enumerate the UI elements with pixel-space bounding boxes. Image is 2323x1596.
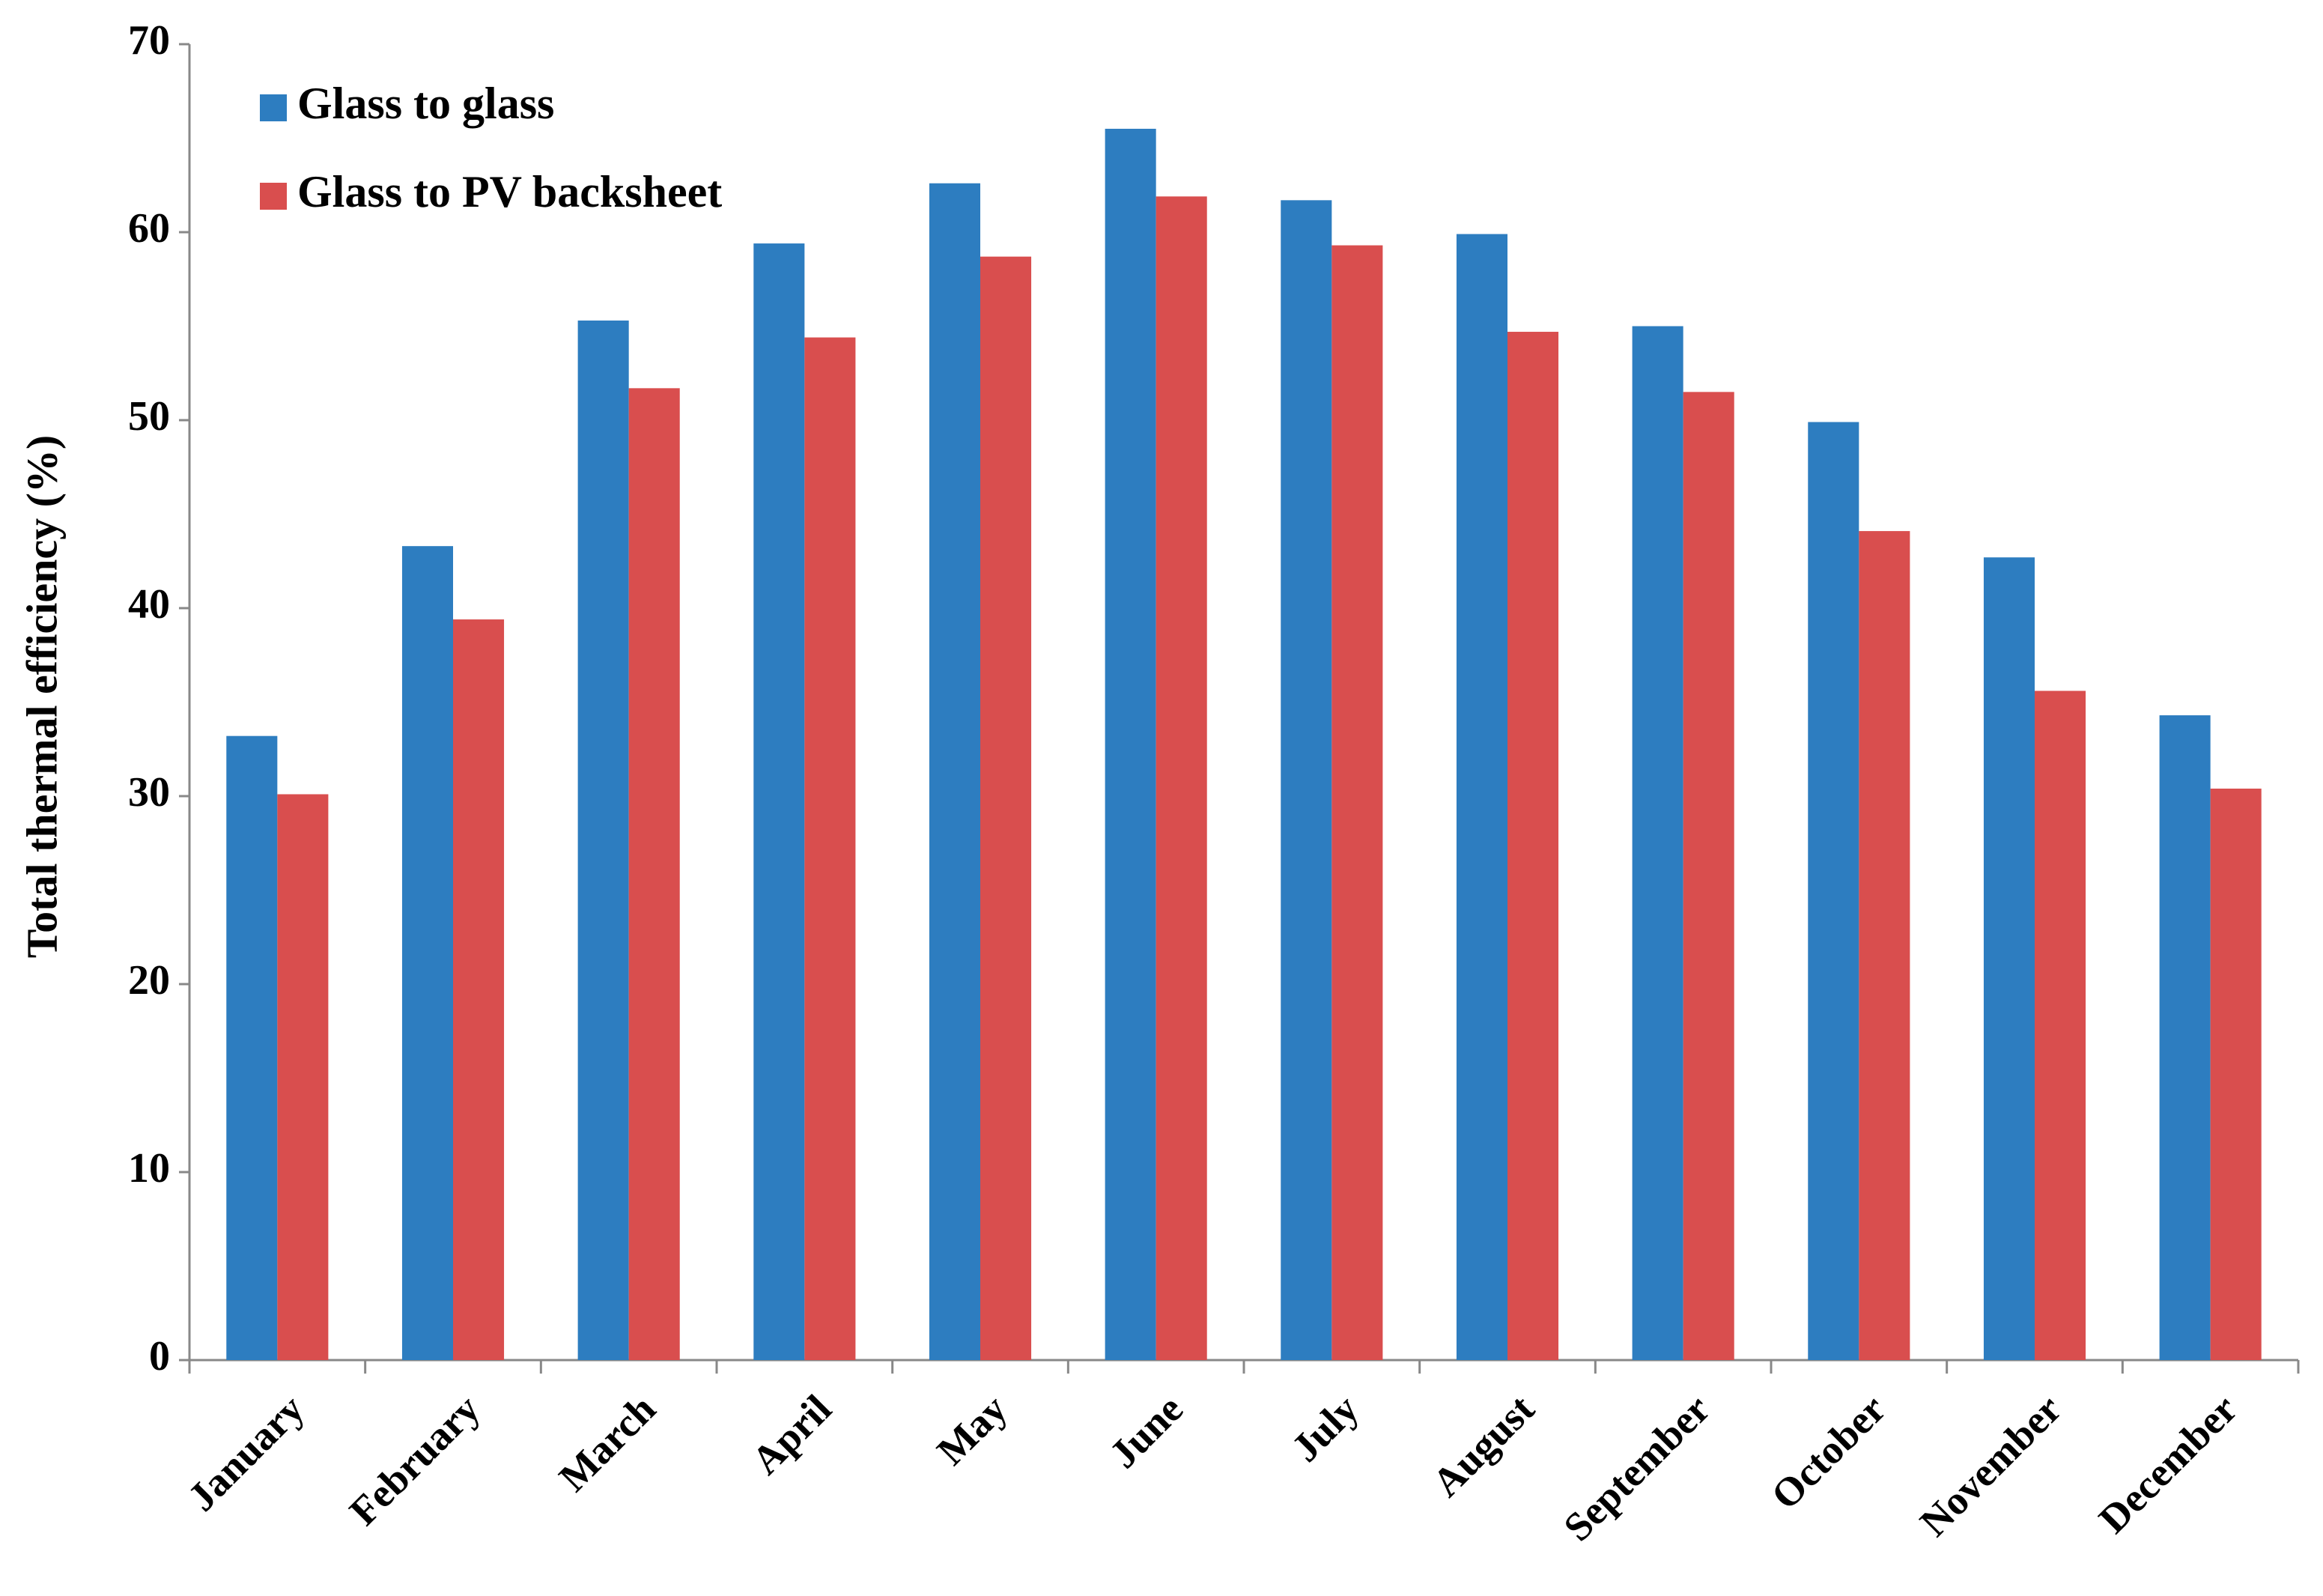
x-tick-label: January xyxy=(179,1386,312,1520)
bar xyxy=(226,735,278,1360)
y-tick-label: 20 xyxy=(128,957,170,1004)
x-tick-label: November xyxy=(1911,1386,2070,1545)
y-tick-label: 0 xyxy=(149,1333,170,1380)
x-tick-label: June xyxy=(1101,1386,1191,1477)
bar xyxy=(1983,557,2035,1360)
bar xyxy=(753,243,805,1360)
bar xyxy=(1632,326,1683,1360)
legend-swatch xyxy=(260,94,287,121)
bar xyxy=(980,256,1032,1360)
x-tick-label: May xyxy=(929,1386,1016,1474)
x-tick-label: October xyxy=(1763,1386,1895,1518)
y-tick-label: 40 xyxy=(128,581,170,628)
y-tick-label: 70 xyxy=(128,17,170,64)
legend-label: Glass to PV backsheet xyxy=(297,167,722,216)
x-tick-label: December xyxy=(2090,1386,2246,1542)
bar xyxy=(628,388,680,1360)
bar xyxy=(1808,422,1859,1360)
x-tick-label: April xyxy=(743,1386,839,1483)
bar xyxy=(1456,234,1507,1360)
bar xyxy=(1859,531,1910,1360)
legend-label: Glass to glass xyxy=(297,79,554,128)
bar xyxy=(401,546,453,1361)
bar xyxy=(1331,245,1383,1360)
bar xyxy=(2159,715,2211,1360)
legend-swatch xyxy=(260,183,287,210)
y-axis-label: Total thermal efficiency (%) xyxy=(17,435,66,959)
x-tick-label: March xyxy=(550,1386,664,1500)
bar xyxy=(929,183,980,1361)
y-tick-label: 50 xyxy=(128,393,170,440)
bar xyxy=(804,337,856,1360)
bar xyxy=(1281,200,1332,1361)
y-tick-label: 60 xyxy=(128,205,170,252)
bar xyxy=(1683,392,1734,1360)
x-tick-label: February xyxy=(341,1386,488,1534)
bar xyxy=(1105,128,1156,1361)
x-tick-label: August xyxy=(1424,1386,1543,1505)
bar xyxy=(1507,332,1559,1360)
bar xyxy=(2210,788,2262,1360)
bar xyxy=(2035,691,2086,1360)
bar xyxy=(1156,196,1207,1360)
x-tick-label: July xyxy=(1283,1386,1367,1470)
x-tick-label: September xyxy=(1555,1386,1718,1550)
bar xyxy=(277,794,329,1360)
y-tick-label: 10 xyxy=(128,1145,170,1192)
bar xyxy=(577,320,629,1361)
y-tick-label: 30 xyxy=(128,769,170,816)
bar xyxy=(453,619,505,1360)
